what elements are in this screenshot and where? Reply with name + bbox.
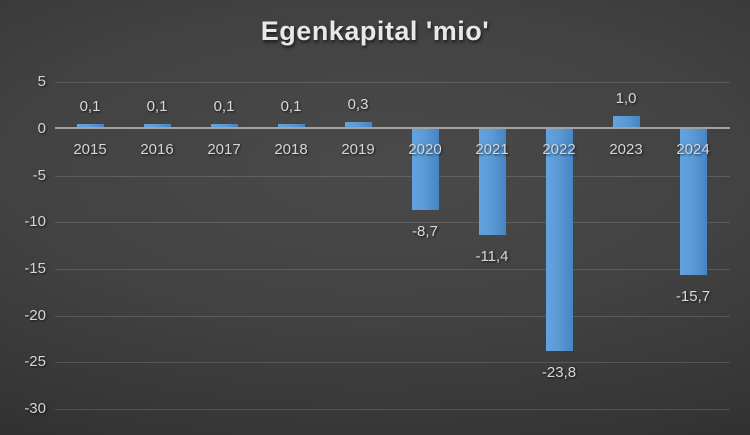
x-category-label: 2020 xyxy=(408,141,442,158)
y-tick-label: -15 xyxy=(24,260,46,277)
chart-title: Egenkapital 'mio' xyxy=(260,16,490,46)
bar-2017 xyxy=(211,124,238,127)
x-category-label: 2018 xyxy=(274,141,308,158)
y-tick-label: -30 xyxy=(24,400,46,417)
gridline-5 xyxy=(55,82,730,83)
x-category-label: 2016 xyxy=(140,141,174,158)
gridline--25 xyxy=(55,362,730,363)
bar-2016 xyxy=(144,124,171,127)
bar-2024 xyxy=(680,129,707,275)
bar-2018 xyxy=(278,124,305,127)
data-label: 1,0 xyxy=(615,90,637,107)
y-tick-label: -25 xyxy=(24,353,46,370)
gridline--20 xyxy=(55,316,730,317)
data-label: 0,1 xyxy=(280,98,302,115)
data-label: 0,1 xyxy=(79,98,101,115)
gridline--5 xyxy=(55,176,730,177)
data-label: 0,1 xyxy=(213,98,235,115)
data-label: -11,4 xyxy=(475,248,509,265)
x-category-label: 2017 xyxy=(207,141,241,158)
gridline--15 xyxy=(55,269,730,270)
x-category-label: 2019 xyxy=(341,141,375,158)
x-category-label: 2022 xyxy=(542,141,576,158)
data-label: 0,3 xyxy=(347,96,369,113)
y-tick-label: 5 xyxy=(37,73,46,90)
data-label: -15,7 xyxy=(675,288,711,305)
x-category-label: 2024 xyxy=(676,141,710,158)
x-category-label: 2021 xyxy=(475,141,509,158)
bar-2022 xyxy=(546,129,573,351)
bar-2019 xyxy=(345,122,372,127)
data-label: 0,1 xyxy=(146,98,168,115)
data-label: -8,7 xyxy=(412,223,438,240)
y-tick-label: -5 xyxy=(32,167,46,184)
data-label: -23,8 xyxy=(541,364,577,381)
bar-2023 xyxy=(613,116,640,127)
gridline--30 xyxy=(55,409,730,410)
zero-axis-line xyxy=(55,127,730,129)
x-category-label: 2015 xyxy=(73,141,107,158)
x-category-label: 2023 xyxy=(609,141,643,158)
bar-2020 xyxy=(412,129,439,210)
gridline--10 xyxy=(55,222,730,223)
y-tick-label: -10 xyxy=(24,213,46,230)
y-tick-label: -20 xyxy=(24,307,46,324)
y-tick-label: 0 xyxy=(37,120,46,137)
bar-2021 xyxy=(479,129,506,235)
bar-2015 xyxy=(77,124,104,127)
